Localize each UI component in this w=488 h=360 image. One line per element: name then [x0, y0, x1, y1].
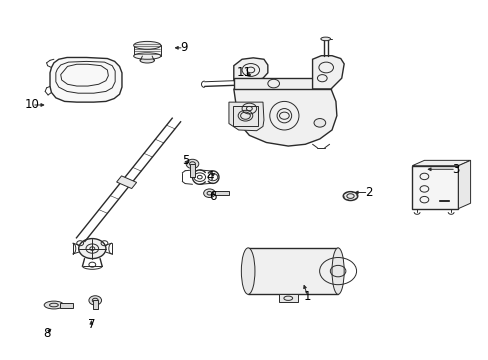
Text: 10: 10 [24, 99, 40, 112]
Text: 5: 5 [182, 154, 189, 167]
Bar [411, 166, 458, 208]
Bar [232, 106, 258, 126]
Ellipse shape [320, 37, 330, 41]
Bar [93, 300, 98, 309]
Polygon shape [228, 102, 264, 131]
Bar [278, 294, 297, 302]
Text: 6: 6 [209, 190, 216, 203]
Bar [133, 45, 161, 56]
Ellipse shape [331, 248, 344, 294]
Ellipse shape [44, 301, 63, 309]
Circle shape [242, 103, 256, 114]
Text: 11: 11 [237, 66, 251, 79]
Ellipse shape [133, 53, 161, 59]
Text: 3: 3 [451, 163, 459, 176]
Polygon shape [233, 89, 336, 146]
Ellipse shape [133, 41, 161, 49]
Text: 2: 2 [364, 186, 371, 199]
Circle shape [89, 296, 102, 305]
Text: 8: 8 [43, 327, 50, 340]
Polygon shape [411, 160, 469, 166]
Text: 1: 1 [304, 289, 311, 303]
Polygon shape [233, 58, 267, 81]
Bar [215, 192, 228, 195]
Circle shape [313, 118, 325, 127]
Polygon shape [312, 56, 344, 89]
Ellipse shape [241, 248, 254, 294]
Polygon shape [116, 176, 136, 189]
Circle shape [79, 239, 106, 258]
Text: 4: 4 [206, 170, 214, 183]
Polygon shape [458, 160, 469, 208]
Bar [233, 78, 330, 89]
Ellipse shape [140, 58, 154, 63]
Circle shape [186, 159, 199, 168]
Bar [247, 248, 337, 294]
Text: 7: 7 [87, 318, 95, 331]
Circle shape [203, 189, 215, 198]
Ellipse shape [343, 192, 357, 201]
Bar [60, 303, 73, 307]
Bar [190, 164, 195, 177]
Text: 9: 9 [180, 41, 187, 54]
Polygon shape [50, 58, 122, 102]
